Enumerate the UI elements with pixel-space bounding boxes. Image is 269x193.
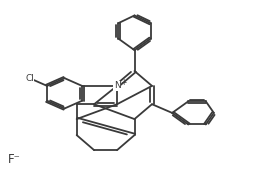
Text: N: N	[114, 81, 121, 90]
Text: +: +	[121, 78, 127, 86]
Text: Cl: Cl	[25, 74, 34, 83]
Text: F⁻: F⁻	[8, 153, 21, 166]
